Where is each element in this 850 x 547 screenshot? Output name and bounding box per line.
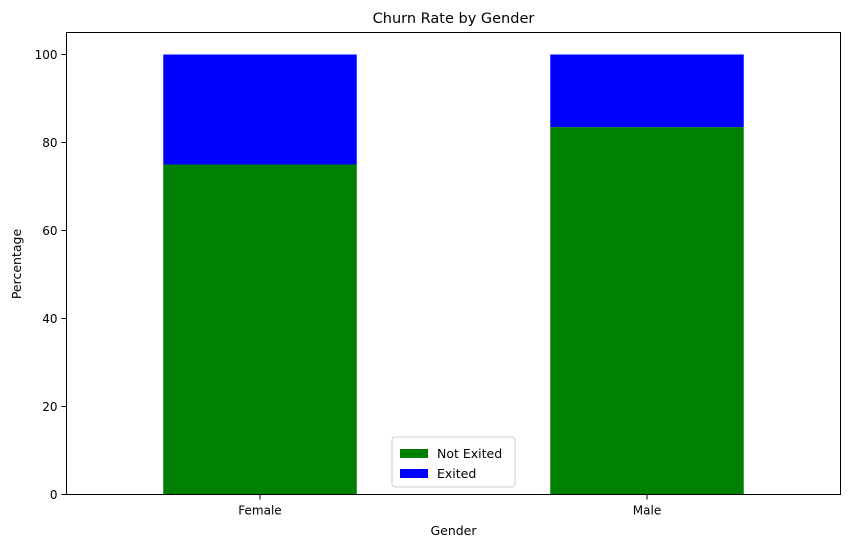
y-axis: 0 20 40 60 80 100 bbox=[35, 48, 67, 502]
y-tick-label: 60 bbox=[42, 224, 57, 238]
legend-label: Not Exited bbox=[437, 446, 502, 461]
legend-label: Exited bbox=[437, 466, 476, 481]
y-tick-label: 20 bbox=[42, 400, 57, 414]
y-tick-label: 100 bbox=[35, 48, 58, 62]
y-tick-label: 0 bbox=[50, 488, 58, 502]
legend: Not Exited Exited bbox=[391, 436, 516, 488]
x-axis: Female Male bbox=[238, 494, 661, 518]
plot-frame bbox=[66, 32, 841, 495]
bar-female-exited bbox=[163, 54, 357, 165]
y-tick-label: 40 bbox=[42, 312, 57, 326]
chart-title: Churn Rate by Gender bbox=[373, 11, 535, 27]
bar-female-not-exited bbox=[163, 164, 357, 495]
y-tick-label: 80 bbox=[42, 136, 57, 150]
x-tick-label: Female bbox=[238, 504, 281, 518]
bar-male-not-exited bbox=[550, 127, 744, 495]
legend-swatch-not-exited bbox=[400, 449, 428, 458]
legend-swatch-exited bbox=[400, 469, 428, 478]
bar-male-exited bbox=[550, 54, 744, 128]
y-axis-label: Percentage bbox=[9, 229, 24, 300]
x-tick-label: Male bbox=[633, 504, 661, 518]
bars-group bbox=[163, 54, 744, 495]
x-axis-label: Gender bbox=[430, 523, 477, 538]
